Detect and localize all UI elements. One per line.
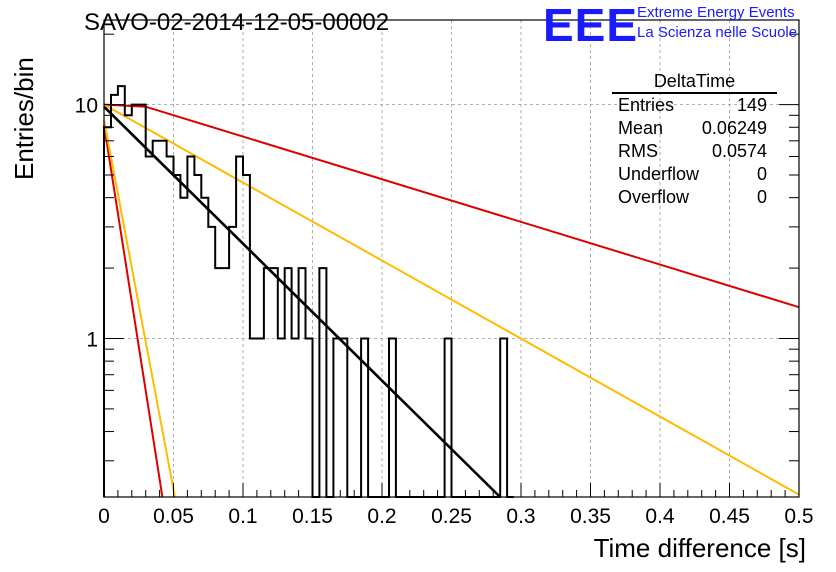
fit-curve-3 xyxy=(103,124,164,498)
axis-ticks xyxy=(103,33,800,497)
eee-logo: EEE xyxy=(543,0,639,51)
x-tick-label: 0.35 xyxy=(570,505,611,528)
fit-curve-2 xyxy=(103,103,800,496)
y-tick-label: 10 xyxy=(75,95,98,118)
stats-label: Entries xyxy=(618,95,675,115)
x-tick-label: 0.05 xyxy=(153,505,194,528)
x-tick-label: 0.25 xyxy=(431,505,472,528)
grid xyxy=(103,20,800,497)
stats-row-entries: Entries 149 xyxy=(612,94,777,117)
curves xyxy=(103,103,800,498)
x-tick-label: 0.15 xyxy=(292,505,333,528)
y-axis-label: Entries/bin xyxy=(9,57,39,180)
stats-label: RMS xyxy=(618,141,658,161)
histogram xyxy=(103,85,514,498)
stats-value: 0 xyxy=(756,187,767,207)
x-tick-label: 0 xyxy=(98,505,110,528)
stats-label: Underflow xyxy=(618,164,700,184)
stats-row-underflow: Underflow 0 xyxy=(612,163,777,186)
fit-curve-0 xyxy=(103,105,502,498)
logo-line-2: La Scienza nelle Scuole xyxy=(637,24,798,41)
logo-line-1: Extreme Energy Events xyxy=(637,4,795,21)
histogram-outline xyxy=(103,85,514,498)
stats-row-mean: Mean 0.06249 xyxy=(612,117,777,140)
stats-label: Mean xyxy=(618,118,664,138)
x-tick-label: 0.45 xyxy=(709,505,750,528)
chart-title: SAVO-02-2014-12-05-00002 xyxy=(84,9,390,36)
y-tick-label: 1 xyxy=(86,328,98,351)
stats-value: 0.0574 xyxy=(711,141,767,161)
fit-curve-4 xyxy=(103,119,176,498)
stats-value: 0.06249 xyxy=(701,118,767,138)
stats-box: DeltaTime Entries 149 Mean 0.06249 RMS 0… xyxy=(612,70,777,209)
stats-title: DeltaTime xyxy=(612,70,777,94)
x-tick-label: 0.5 xyxy=(784,505,813,528)
stats-row-rms: RMS 0.0574 xyxy=(612,140,777,163)
x-tick-label: 0.4 xyxy=(645,505,675,528)
x-tick-label: 0.2 xyxy=(367,505,396,528)
stats-value: 0 xyxy=(756,164,767,184)
x-tick-label: 0.3 xyxy=(506,505,535,528)
stats-value: 149 xyxy=(736,95,767,115)
stats-row-overflow: Overflow 0 xyxy=(612,186,777,209)
x-tick-label: 0.1 xyxy=(228,505,257,528)
x-axis-label: Time difference [s] xyxy=(593,533,806,563)
stats-label: Overflow xyxy=(618,187,690,207)
tick-labels: 0 0.05 0.1 0.15 0.2 0.25 0.3 0.35 0.4 0.45 0.5 1 10 xyxy=(75,95,814,528)
